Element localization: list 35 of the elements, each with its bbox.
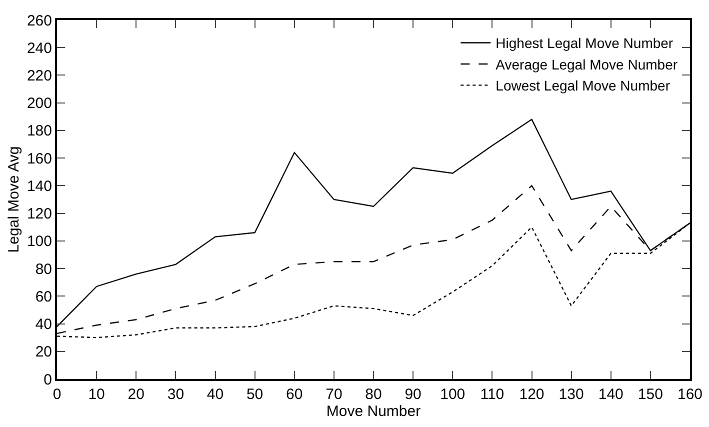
legend-label: Average Legal Move Number (496, 56, 678, 72)
x-tick-label: 120 (519, 386, 544, 403)
x-tick-label: 90 (404, 386, 422, 403)
x-tick-label: 30 (167, 386, 184, 403)
y-tick-label: 140 (26, 178, 52, 195)
y-tick-label: 100 (26, 233, 52, 250)
x-tick-label: 110 (480, 386, 504, 403)
x-tick-label: 150 (638, 386, 663, 403)
y-tick-label: 60 (35, 288, 52, 306)
y-tick-label: 160 (26, 150, 52, 168)
y-tick-label: 0 (44, 371, 52, 388)
y-tick-label: 240 (26, 40, 52, 57)
x-tick-label: 60 (286, 386, 303, 403)
y-tick-label: 220 (26, 67, 52, 84)
x-tick-label: 70 (326, 386, 342, 403)
y-tick-label: 120 (26, 206, 52, 223)
x-tick-label: 140 (598, 386, 624, 403)
y-tick-label: 40 (35, 316, 52, 334)
x-axis-title: Move Number (326, 403, 421, 420)
x-tick-label: 20 (128, 386, 144, 403)
y-axis-title: Legal Move Avg (6, 146, 23, 253)
legend-label: Highest Legal Move Number (496, 35, 674, 52)
x-tick-label: 40 (206, 386, 224, 403)
y-tick-label: 200 (26, 95, 52, 112)
y-tick-label: 80 (35, 260, 52, 278)
x-tick-label: 10 (88, 386, 105, 403)
x-tick-label: 130 (558, 386, 584, 403)
x-tick-label: 80 (365, 386, 382, 403)
y-tick-label: 180 (26, 122, 52, 140)
x-tick-label: 50 (246, 386, 264, 403)
x-tick-label: 160 (677, 386, 703, 403)
y-tick-label: 20 (35, 344, 52, 361)
legend-label: Lowest Legal Move Number (496, 78, 670, 94)
y-tick-label: 260 (26, 12, 52, 30)
x-tick-label: 100 (440, 386, 466, 403)
